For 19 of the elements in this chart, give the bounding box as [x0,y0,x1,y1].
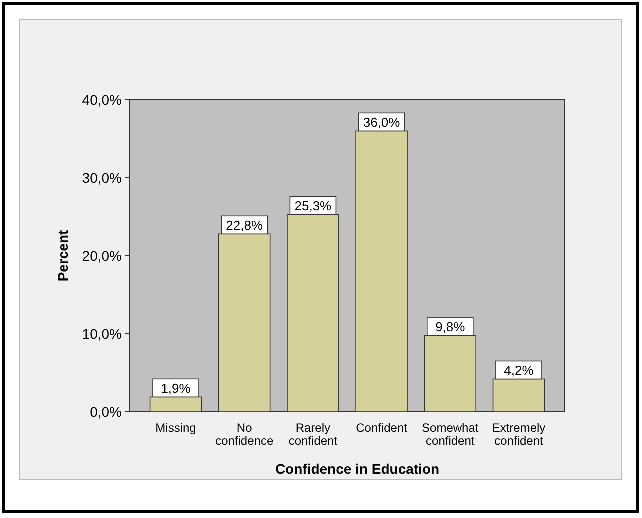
x-tick-label: Somewhat confident [422,421,480,448]
x-tick-label: Rarely confident [288,421,338,448]
x-axis-title: Confidence in Education [275,461,440,477]
data-label: 4,2% [504,363,534,378]
y-tick-label: 20,0% [82,248,122,264]
data-label: 25,3% [294,198,332,214]
y-axis-title: Percent [55,230,71,282]
data-label: 22,8% [226,218,264,234]
x-tick-label: Missing [156,421,196,435]
y-tick-label: 30,0% [82,170,122,186]
data-label: 9,8% [436,320,466,335]
data-label: 1,9% [161,381,192,396]
y-tick-label: 40,0% [82,92,122,108]
data-label: 36,0% [363,115,401,130]
y-tick-label: 10,0% [82,326,122,342]
x-tick-label: Extremely confident [492,421,546,448]
x-tick-label: Confident [356,421,408,435]
x-tick-label: No confidence [216,421,274,448]
y-tick-label: 0,0% [90,404,122,420]
